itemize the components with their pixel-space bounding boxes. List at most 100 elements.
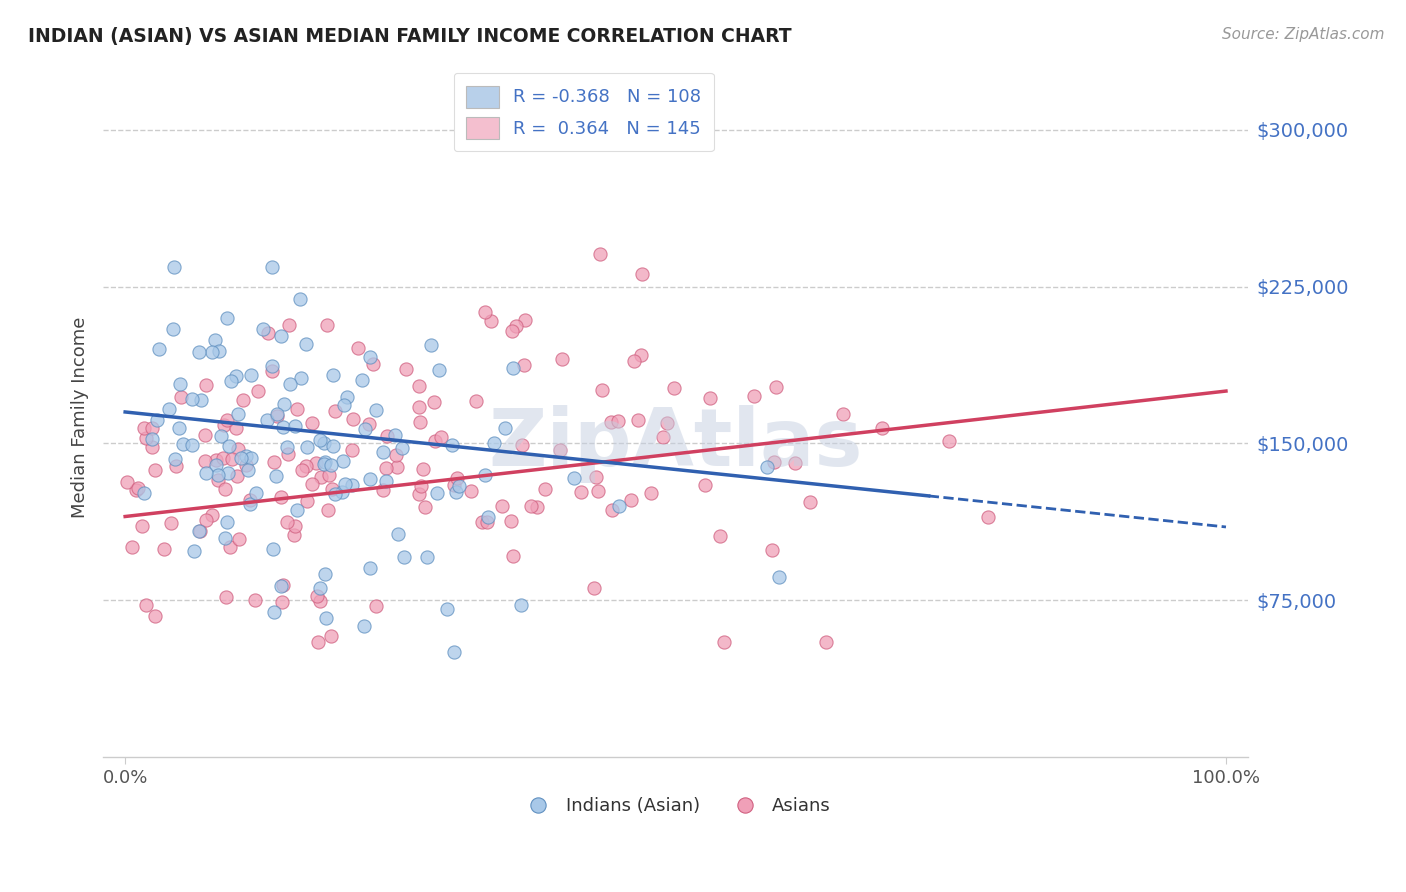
Point — [419, 337, 441, 351]
Point — [384, 428, 406, 442]
Point — [657, 417, 679, 431]
Point — [713, 635, 735, 649]
Point — [207, 468, 229, 483]
Point — [693, 477, 716, 491]
Point — [141, 420, 163, 434]
Point — [408, 400, 430, 414]
Point — [312, 436, 335, 450]
Point — [219, 374, 242, 388]
Point — [316, 318, 339, 332]
Point — [143, 608, 166, 623]
Point — [148, 343, 170, 357]
Point — [526, 500, 548, 515]
Point — [599, 415, 621, 429]
Point — [582, 581, 605, 595]
Point — [427, 362, 450, 376]
Point — [225, 369, 247, 384]
Point — [212, 450, 235, 465]
Point — [477, 510, 499, 524]
Point — [415, 500, 437, 514]
Point — [353, 422, 375, 436]
Point — [479, 314, 502, 328]
Point — [870, 421, 893, 435]
Point — [426, 486, 449, 500]
Point — [235, 458, 257, 472]
Point — [640, 486, 662, 500]
Point — [214, 532, 236, 546]
Point — [477, 515, 499, 529]
Point — [295, 493, 318, 508]
Point — [125, 483, 148, 498]
Point — [187, 524, 209, 539]
Point — [318, 502, 340, 516]
Point — [366, 402, 388, 417]
Point — [294, 337, 316, 351]
Point — [219, 541, 242, 555]
Point — [491, 499, 513, 513]
Point — [938, 434, 960, 448]
Point — [623, 353, 645, 368]
Point — [409, 415, 432, 429]
Point — [127, 481, 149, 495]
Point — [569, 484, 592, 499]
Point — [474, 468, 496, 483]
Point — [273, 419, 295, 434]
Point — [783, 456, 806, 470]
Point — [513, 359, 536, 373]
Point — [246, 384, 269, 398]
Point — [375, 461, 398, 475]
Point — [290, 292, 312, 306]
Point — [408, 486, 430, 500]
Point — [201, 345, 224, 359]
Point — [312, 457, 335, 471]
Point — [314, 567, 336, 582]
Point — [350, 373, 373, 387]
Point — [183, 544, 205, 558]
Point — [285, 503, 308, 517]
Point — [501, 514, 523, 528]
Point — [170, 390, 193, 404]
Point — [502, 361, 524, 376]
Point — [215, 413, 238, 427]
Point — [318, 467, 340, 482]
Point — [163, 260, 186, 274]
Point — [333, 399, 356, 413]
Point — [600, 503, 623, 517]
Point — [761, 543, 783, 558]
Point — [474, 305, 496, 319]
Point — [194, 513, 217, 527]
Point — [238, 463, 260, 477]
Point — [225, 469, 247, 483]
Point — [263, 605, 285, 619]
Point — [134, 485, 156, 500]
Point — [373, 483, 395, 498]
Point — [215, 590, 238, 604]
Point — [323, 486, 346, 500]
Point — [141, 432, 163, 446]
Point — [361, 357, 384, 371]
Point — [562, 471, 585, 485]
Point — [194, 428, 217, 442]
Point — [271, 578, 294, 592]
Point — [135, 431, 157, 445]
Point — [226, 407, 249, 421]
Point — [359, 472, 381, 486]
Point — [814, 635, 837, 649]
Point — [284, 418, 307, 433]
Point — [321, 482, 343, 496]
Point — [375, 429, 398, 443]
Point — [765, 380, 787, 394]
Point — [290, 371, 312, 385]
Point — [333, 477, 356, 491]
Point — [276, 440, 298, 454]
Point — [391, 441, 413, 455]
Point — [194, 378, 217, 392]
Point — [408, 378, 430, 392]
Point — [533, 482, 555, 496]
Point — [291, 463, 314, 477]
Point — [308, 582, 330, 596]
Point — [423, 395, 446, 409]
Point — [699, 391, 721, 405]
Point — [709, 529, 731, 543]
Point — [585, 470, 607, 484]
